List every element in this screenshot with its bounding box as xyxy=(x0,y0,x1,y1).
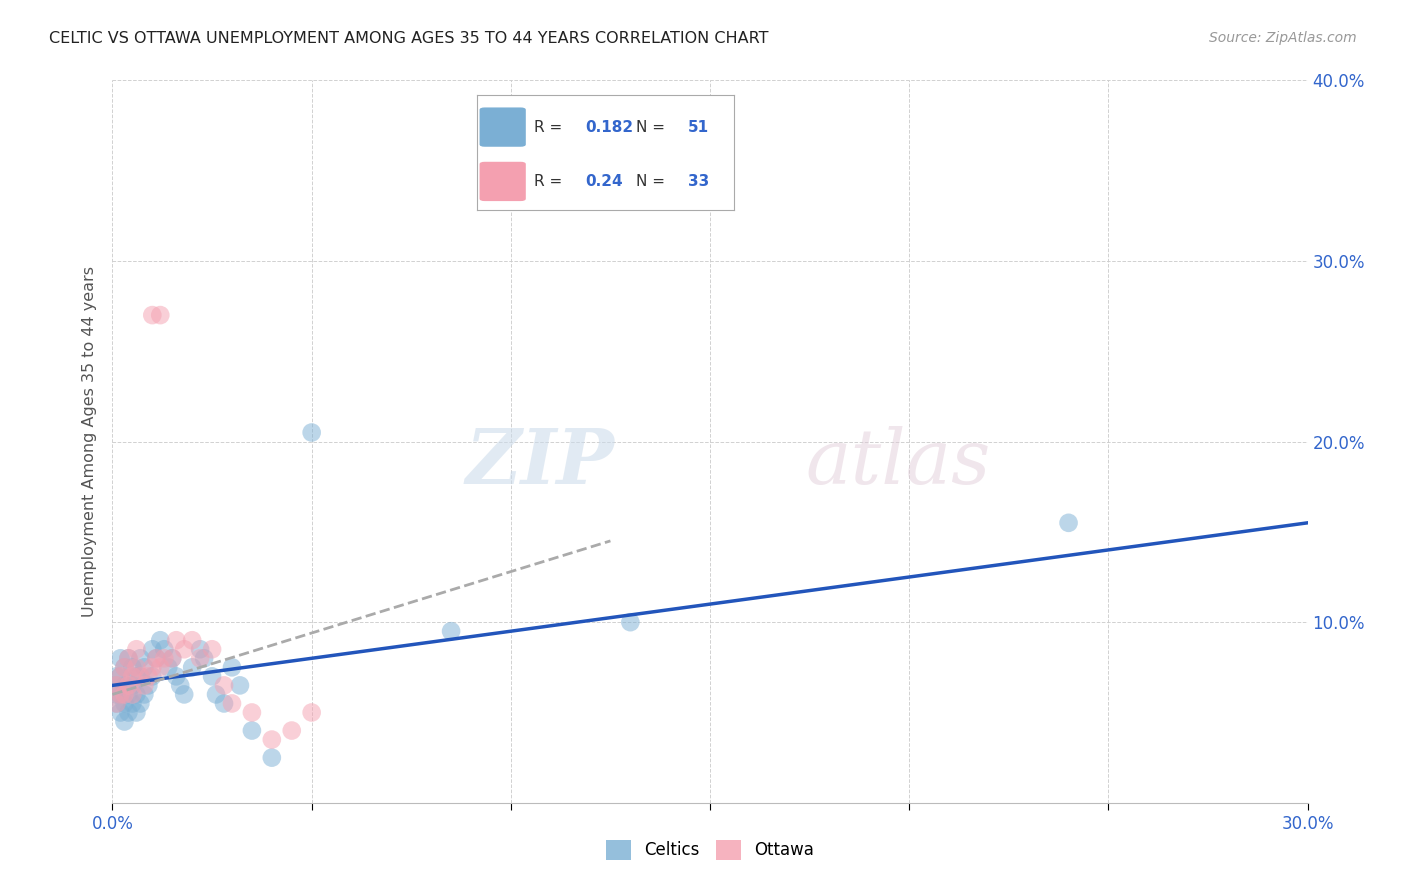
Point xyxy=(114,687,135,701)
Point xyxy=(181,660,204,674)
Point xyxy=(125,687,148,701)
Point xyxy=(134,660,156,674)
Point xyxy=(110,651,132,665)
Point xyxy=(141,669,163,683)
Text: ZIP: ZIP xyxy=(465,426,614,500)
Point xyxy=(129,697,152,711)
Point xyxy=(301,425,323,440)
Point xyxy=(114,714,135,729)
Point xyxy=(105,687,128,701)
Point xyxy=(125,642,148,657)
Point xyxy=(145,651,167,665)
Point xyxy=(141,660,163,674)
Point xyxy=(240,706,263,720)
Point xyxy=(188,642,211,657)
Point xyxy=(138,678,160,692)
Point xyxy=(121,669,143,683)
Point xyxy=(105,678,128,692)
Point xyxy=(260,732,283,747)
Point xyxy=(193,651,215,665)
Point xyxy=(125,660,148,674)
Point xyxy=(141,308,163,322)
Point xyxy=(212,697,235,711)
Point xyxy=(229,678,252,692)
Point xyxy=(619,615,641,630)
Y-axis label: Unemployment Among Ages 35 to 44 years: Unemployment Among Ages 35 to 44 years xyxy=(82,266,97,617)
Legend: Celtics, Ottawa: Celtics, Ottawa xyxy=(599,833,821,867)
Point xyxy=(105,697,128,711)
Point xyxy=(138,669,160,683)
Point xyxy=(117,651,139,665)
Point xyxy=(201,642,224,657)
Point xyxy=(114,697,135,711)
Point xyxy=(129,651,152,665)
Point xyxy=(181,633,204,648)
Point xyxy=(121,687,143,701)
Point xyxy=(121,660,143,674)
Point xyxy=(240,723,263,738)
Point xyxy=(149,660,172,674)
Point xyxy=(105,678,128,692)
Point xyxy=(125,669,148,683)
Point xyxy=(440,624,463,639)
Point xyxy=(149,633,172,648)
Point xyxy=(129,669,152,683)
Point xyxy=(173,642,195,657)
Point xyxy=(201,669,224,683)
Text: atlas: atlas xyxy=(806,426,991,500)
Point xyxy=(117,687,139,701)
Point xyxy=(110,687,132,701)
Point xyxy=(153,642,176,657)
Point xyxy=(121,697,143,711)
Point xyxy=(162,651,183,665)
Point xyxy=(212,678,235,692)
Point xyxy=(110,669,132,683)
Point xyxy=(110,687,132,701)
Point xyxy=(114,678,135,692)
Point xyxy=(110,706,132,720)
Point xyxy=(105,669,128,683)
Text: CELTIC VS OTTAWA UNEMPLOYMENT AMONG AGES 35 TO 44 YEARS CORRELATION CHART: CELTIC VS OTTAWA UNEMPLOYMENT AMONG AGES… xyxy=(49,31,769,46)
Point xyxy=(121,678,143,692)
Point xyxy=(301,706,323,720)
Point xyxy=(157,660,180,674)
Point xyxy=(129,669,152,683)
Point xyxy=(110,669,132,683)
Point xyxy=(205,687,228,701)
Point xyxy=(169,678,191,692)
Point xyxy=(125,706,148,720)
Point xyxy=(149,308,172,322)
Point xyxy=(114,660,135,674)
Text: Source: ZipAtlas.com: Source: ZipAtlas.com xyxy=(1209,31,1357,45)
Point xyxy=(114,660,135,674)
Point xyxy=(105,697,128,711)
Point xyxy=(260,750,283,764)
Point xyxy=(117,706,139,720)
Point xyxy=(173,687,195,701)
Point xyxy=(221,660,243,674)
Point xyxy=(117,651,139,665)
Point xyxy=(117,678,139,692)
Point xyxy=(153,651,176,665)
Point xyxy=(134,687,156,701)
Point xyxy=(281,723,304,738)
Point xyxy=(141,642,163,657)
Point xyxy=(1057,516,1080,530)
Point xyxy=(134,678,156,692)
Point xyxy=(165,633,187,648)
Point xyxy=(188,651,211,665)
Point xyxy=(165,669,187,683)
Point xyxy=(221,697,243,711)
Point xyxy=(162,651,183,665)
Point xyxy=(145,651,167,665)
